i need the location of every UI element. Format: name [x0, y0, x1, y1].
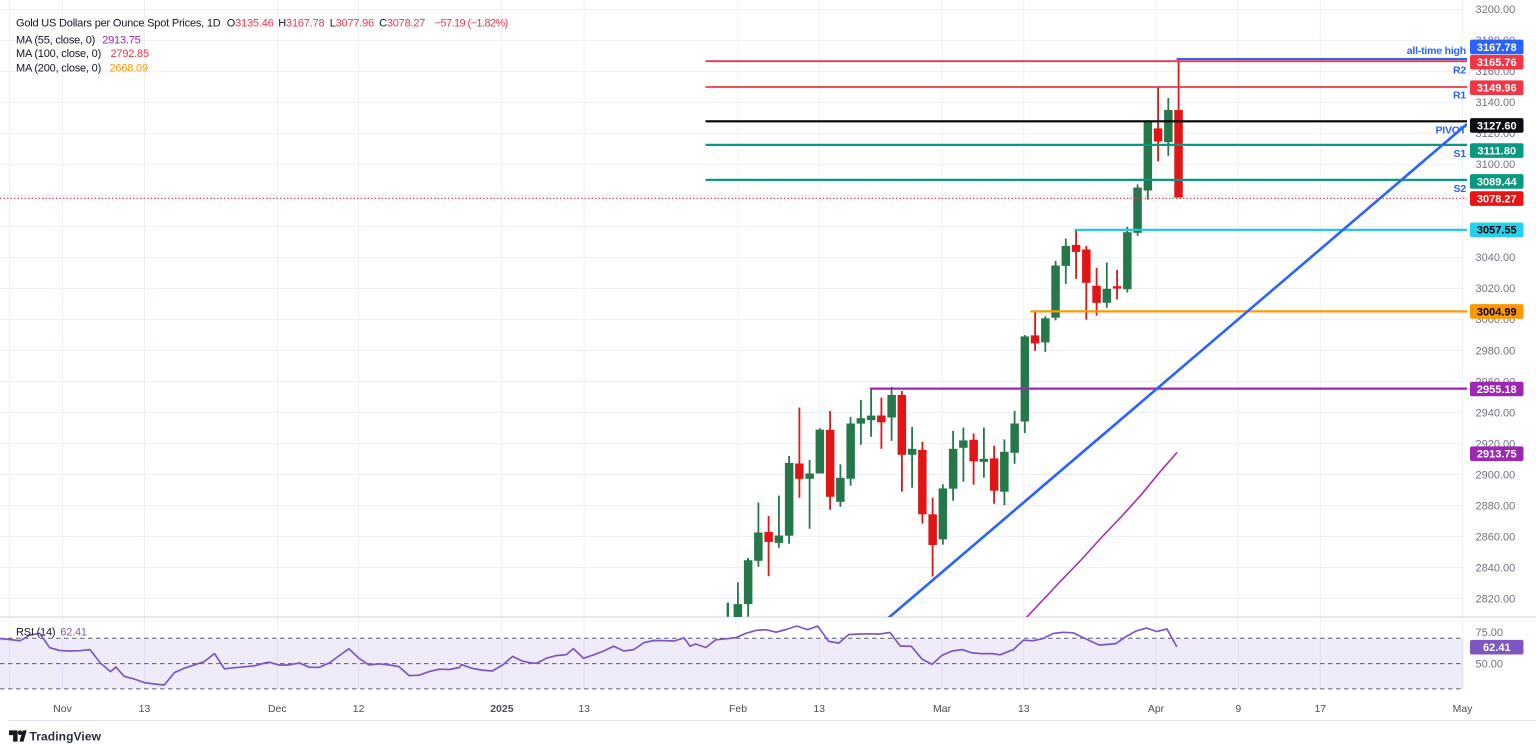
svg-text:2025: 2025	[490, 703, 514, 715]
svg-text:2792.85: 2792.85	[111, 48, 149, 60]
svg-text:R2: R2	[1453, 65, 1466, 77]
svg-text:May: May	[1453, 703, 1474, 715]
svg-text:−57.19 (−1.82%): −57.19 (−1.82%)	[435, 17, 508, 29]
svg-text:S2: S2	[1454, 183, 1467, 195]
svg-text:2913.75: 2913.75	[102, 35, 140, 47]
svg-text:3020.00: 3020.00	[1476, 283, 1516, 295]
svg-text:50.00: 50.00	[1476, 658, 1504, 670]
svg-text:H3167.78: H3167.78	[278, 17, 324, 29]
svg-text:2668.09: 2668.09	[110, 62, 148, 74]
svg-text:3140.00: 3140.00	[1476, 97, 1516, 109]
svg-text:R1: R1	[1453, 90, 1466, 102]
svg-text:RSI (14): RSI (14)	[16, 626, 55, 638]
svg-text:O3135.46: O3135.46	[227, 17, 274, 29]
svg-text:2940.00: 2940.00	[1476, 407, 1516, 419]
svg-text:9: 9	[1235, 703, 1241, 715]
svg-text:13: 13	[813, 703, 825, 715]
svg-text:2900.00: 2900.00	[1476, 469, 1516, 481]
svg-text:Nov: Nov	[53, 703, 72, 715]
svg-text:2913.75: 2913.75	[1477, 449, 1517, 461]
svg-text:2840.00: 2840.00	[1476, 562, 1516, 574]
svg-text:75.00: 75.00	[1476, 627, 1504, 639]
svg-text:TradingView: TradingView	[30, 730, 102, 744]
svg-text:3100.00: 3100.00	[1476, 159, 1516, 171]
svg-text:MA (100, close, 0): MA (100, close, 0)	[16, 48, 101, 60]
svg-text:2980.00: 2980.00	[1476, 345, 1516, 357]
svg-text:3078.27: 3078.27	[1477, 194, 1517, 206]
svg-text:2820.00: 2820.00	[1476, 593, 1516, 605]
svg-text:13: 13	[578, 703, 590, 715]
svg-text:S1: S1	[1454, 148, 1467, 160]
svg-text:Apr: Apr	[1148, 703, 1165, 715]
svg-text:13: 13	[1018, 703, 1030, 715]
svg-text:PIVOT: PIVOT	[1435, 125, 1466, 137]
svg-text:3165.76: 3165.76	[1477, 57, 1517, 69]
svg-text:3127.60: 3127.60	[1477, 120, 1517, 132]
svg-text:3057.55: 3057.55	[1477, 225, 1517, 237]
svg-text:3111.80: 3111.80	[1478, 146, 1517, 158]
svg-text:Mar: Mar	[933, 703, 952, 715]
svg-text:62.41: 62.41	[60, 626, 87, 638]
svg-text:C3078.27: C3078.27	[379, 17, 425, 29]
svg-text:12: 12	[353, 703, 365, 715]
svg-text:Dec: Dec	[268, 703, 287, 715]
svg-text:17: 17	[1314, 703, 1326, 715]
svg-text:3149.96: 3149.96	[1477, 83, 1517, 95]
svg-text:MA (55, close, 0): MA (55, close, 0)	[16, 35, 95, 47]
svg-text:3089.44: 3089.44	[1477, 176, 1518, 188]
svg-text:2955.18: 2955.18	[1477, 384, 1517, 396]
svg-text:3004.99: 3004.99	[1477, 306, 1517, 318]
svg-text:13: 13	[139, 703, 151, 715]
svg-text:2880.00: 2880.00	[1476, 500, 1516, 512]
svg-text:Feb: Feb	[729, 703, 747, 715]
svg-text:all-time high: all-time high	[1407, 45, 1466, 57]
svg-text:3167.78: 3167.78	[1477, 42, 1517, 54]
svg-text:Gold US Dollars per Ounce Spot: Gold US Dollars per Ounce Spot Prices, 1…	[16, 17, 221, 29]
svg-text:MA (200, close, 0): MA (200, close, 0)	[16, 62, 101, 74]
svg-text:2860.00: 2860.00	[1476, 531, 1516, 543]
svg-text:3040.00: 3040.00	[1476, 252, 1516, 264]
svg-text:62.41: 62.41	[1483, 642, 1511, 654]
svg-text:L3077.96: L3077.96	[330, 17, 374, 29]
svg-text:3200.00: 3200.00	[1476, 4, 1516, 16]
